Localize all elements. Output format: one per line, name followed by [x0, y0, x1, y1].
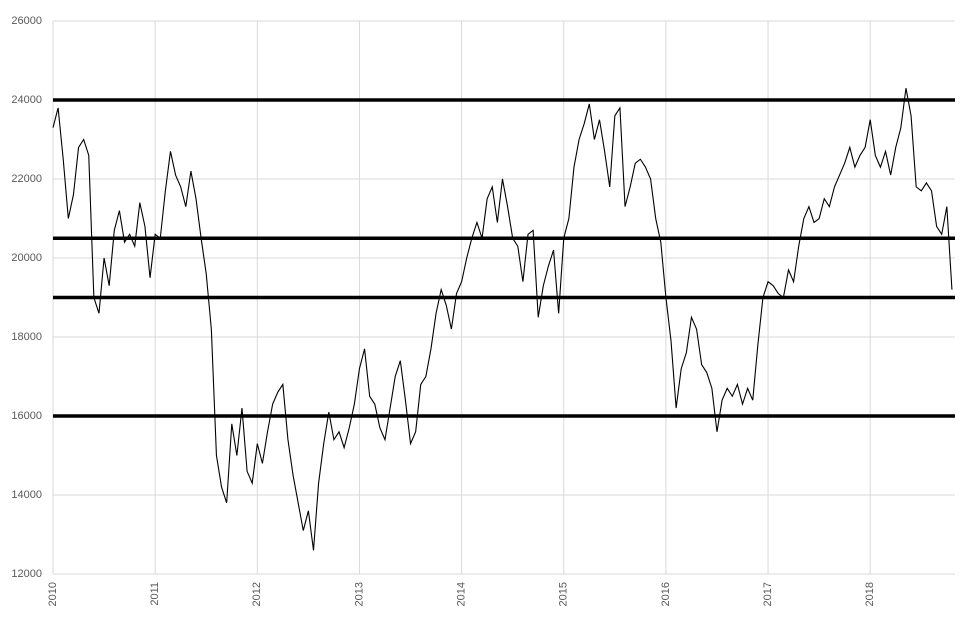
x-tick-label: 2015 — [558, 582, 570, 606]
y-tick-label: 20000 — [11, 252, 42, 264]
x-tick-label: 2011 — [149, 582, 161, 606]
x-tick-label: 2017 — [762, 582, 774, 606]
price-line — [52, 88, 953, 551]
y-tick-label: 12000 — [11, 568, 42, 580]
x-tick-label: 2018 — [864, 582, 876, 606]
x-tick-label: 2013 — [353, 582, 365, 606]
y-tick-label: 22000 — [11, 173, 42, 185]
x-tick-label: 2014 — [456, 582, 468, 606]
y-tick-label: 18000 — [11, 331, 42, 343]
y-tick-label: 16000 — [11, 410, 42, 422]
x-tick-label: 2016 — [660, 582, 672, 606]
y-tick-label: 26000 — [11, 15, 42, 27]
y-tick-label: 14000 — [11, 489, 42, 501]
x-tick-label: 2012 — [251, 582, 263, 606]
y-tick-label: 24000 — [11, 94, 42, 106]
x-tick-label: 2010 — [47, 582, 59, 606]
